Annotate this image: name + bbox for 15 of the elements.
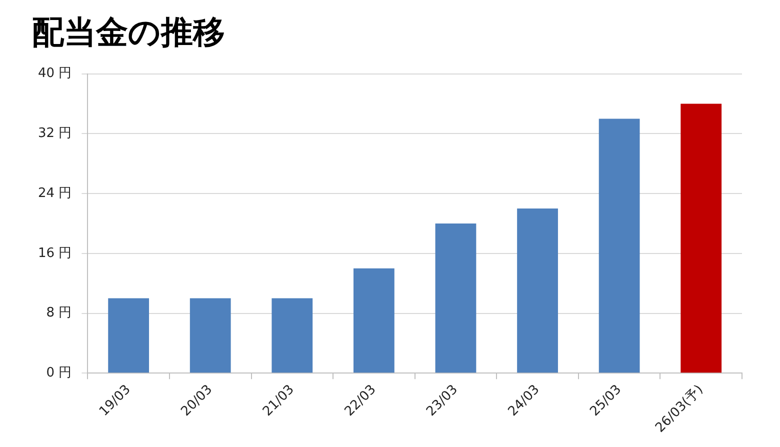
y-tick-label: 40 円 — [38, 66, 72, 82]
y-tick-label: 0 円 — [46, 365, 72, 380]
bar — [435, 223, 476, 373]
bar — [598, 118, 640, 373]
bar — [680, 104, 722, 373]
bar — [108, 298, 150, 373]
y-tick-label: 16 円 — [38, 246, 72, 261]
y-tick-label: 8 円 — [46, 306, 72, 321]
bar — [272, 298, 313, 373]
chart-title: 配当金の推移 — [31, 12, 226, 53]
y-tick-label: 24 円 — [38, 186, 72, 201]
y-tick-label: 32 円 — [38, 126, 72, 142]
bar — [190, 298, 231, 373]
bar — [353, 268, 394, 373]
bar — [517, 208, 558, 373]
